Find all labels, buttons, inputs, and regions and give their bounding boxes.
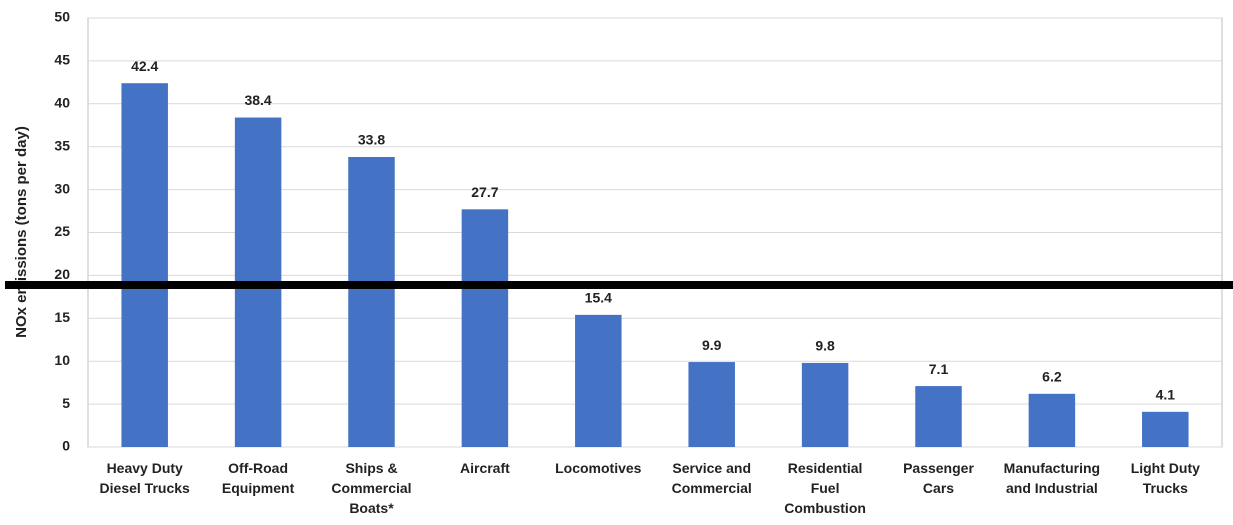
bar	[915, 386, 962, 447]
value-label: 9.9	[702, 337, 722, 353]
y-tick-label: 40	[54, 95, 70, 111]
x-tick-label-line: Off-Road	[228, 460, 288, 476]
x-tick-label-line: Heavy Duty	[107, 460, 183, 476]
x-tick-label: Residential Fuel Combustion	[784, 460, 866, 516]
x-tick-label-line: Combustion	[784, 500, 866, 516]
y-tick-label: 10	[54, 352, 70, 368]
y-tick-label: 30	[54, 180, 70, 196]
y-tick-label: 15	[54, 309, 70, 325]
x-tick-label-line: Locomotives	[555, 460, 642, 476]
x-tick-label-line: and Industrial	[1006, 480, 1098, 496]
bar	[1028, 393, 1076, 447]
y-tick-label: 20	[54, 266, 70, 282]
value-label: 6.2	[1042, 369, 1062, 385]
x-tick-label-line: Aircraft	[460, 460, 510, 476]
y-tick-label: 35	[54, 137, 70, 153]
bar	[801, 362, 849, 447]
x-tick-label-line: Equipment	[222, 480, 295, 496]
x-tick-label-line: Boats*	[349, 500, 394, 516]
x-tick-label: Heavy Duty Diesel Trucks	[100, 460, 190, 496]
value-label: 9.8	[815, 338, 835, 354]
bar	[348, 156, 395, 447]
x-tick-label: Service and Commercial	[672, 460, 752, 496]
y-tick-label: 0	[62, 438, 70, 454]
x-tick-label: Aircraft	[460, 460, 510, 476]
x-tick-label: Light Duty Trucks	[1131, 460, 1200, 496]
x-tick-label: Off-Road Equipment	[222, 460, 295, 496]
y-axis-title: NOx emissions (tons per day)	[13, 126, 30, 338]
x-tick-label-line: Service and	[672, 460, 751, 476]
bar	[688, 362, 735, 447]
value-label: 38.4	[244, 92, 271, 108]
x-tick-label: Passenger Cars	[903, 460, 974, 496]
value-label: 33.8	[358, 132, 385, 148]
value-label: 42.4	[131, 58, 158, 74]
x-tick-label-line: Cars	[923, 480, 954, 496]
y-tick-label: 50	[54, 9, 70, 25]
bar	[575, 314, 622, 447]
x-tick-label: Manufacturing and Industrial	[1004, 460, 1100, 496]
value-label: 4.1	[1156, 387, 1176, 403]
bar	[1142, 411, 1189, 447]
x-tick-label-line: Commercial	[331, 480, 411, 496]
bar	[461, 209, 509, 447]
y-tick-label: 5	[62, 395, 70, 411]
y-tick-label: 25	[54, 223, 70, 239]
x-tick-label-line: Fuel	[811, 480, 840, 496]
x-tick-label-line: Residential	[788, 460, 863, 476]
y-tick-label: 45	[54, 52, 70, 68]
value-label: 15.4	[585, 290, 612, 306]
x-tick-label-line: Trucks	[1143, 480, 1188, 496]
x-tick-label: Ships & Commercial Boats*	[331, 460, 411, 516]
bar	[121, 83, 168, 447]
x-tick-label-line: Ships &	[345, 460, 397, 476]
x-tick-label-line: Passenger	[903, 460, 974, 476]
x-tick-label-line: Light Duty	[1131, 460, 1200, 476]
value-label: 7.1	[929, 361, 949, 377]
x-tick-label-line: Commercial	[672, 480, 752, 496]
value-label: 27.7	[471, 184, 498, 200]
overlay-line	[5, 281, 1233, 289]
x-tick-label: Locomotives	[555, 460, 642, 476]
x-tick-label-line: Manufacturing	[1004, 460, 1100, 476]
x-tick-label-line: Diesel Trucks	[100, 480, 190, 496]
